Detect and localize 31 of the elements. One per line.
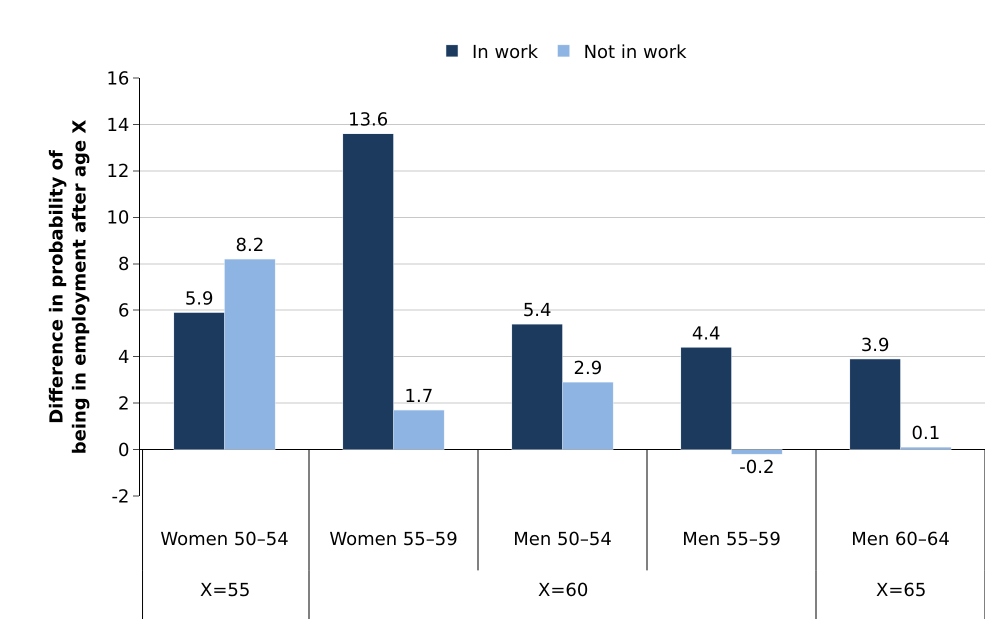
- x-tick-label: Men 60–64: [851, 529, 950, 550]
- data-label: 5.4: [522, 300, 552, 322]
- x-tick-label: Men 50–54: [513, 529, 612, 550]
- y-tick-label: 0: [118, 440, 130, 461]
- text: X=65: [876, 580, 926, 601]
- y-tick-label: 14: [106, 114, 130, 136]
- legend-label: Not in work: [584, 42, 688, 63]
- text: X=55: [200, 580, 250, 601]
- text: X=60: [538, 580, 588, 601]
- x-tick-label: Women 55–59: [329, 529, 458, 550]
- data-label: 1.7: [404, 386, 434, 408]
- x-tick-label: Men 55–59: [682, 529, 781, 550]
- data-label: 4.4: [692, 323, 720, 344]
- y-tick-label: -2: [111, 486, 130, 508]
- data-label: 5.9: [184, 288, 214, 310]
- data-label: 8.2: [236, 235, 264, 256]
- legend-label: In work: [472, 42, 539, 63]
- y-tick-label: 8: [118, 254, 130, 276]
- data-label: 0.1: [912, 423, 940, 444]
- y-tick-label: 10: [106, 208, 130, 229]
- data-label: 2.9: [574, 358, 602, 380]
- y-tick-label: 12: [106, 161, 130, 182]
- data-label: -0.2: [739, 457, 774, 478]
- y-tick-label: 6: [118, 300, 130, 322]
- y-tick-label: 2: [118, 393, 130, 414]
- y-tick-label: 16: [106, 68, 130, 90]
- data-label: 13.6: [348, 110, 388, 131]
- y-axis-title: Difference in probability of being in employment after age X: [46, 120, 91, 454]
- y-tick-label: 4: [118, 346, 130, 368]
- data-label: 3.9: [860, 334, 890, 356]
- x-tick-label: Women 50–54: [160, 529, 289, 550]
